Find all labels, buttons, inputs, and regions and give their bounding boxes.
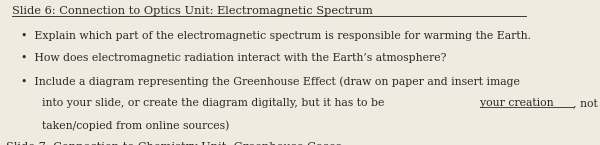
Text: •  Explain which part of the electromagnetic spectrum is responsible for warming: • Explain which part of the electromagne… bbox=[21, 31, 531, 41]
Text: into your slide, or create the diagram digitally, but it has to be: into your slide, or create the diagram d… bbox=[43, 98, 388, 108]
Text: , not: , not bbox=[573, 98, 598, 108]
Text: your creation: your creation bbox=[480, 98, 553, 108]
Text: •  Include a diagram representing the Greenhouse Effect (draw on paper and inser: • Include a diagram representing the Gre… bbox=[21, 76, 520, 87]
Text: taken/copied from online sources): taken/copied from online sources) bbox=[43, 120, 230, 131]
Text: •  How does electromagnetic radiation interact with the Earth’s atmosphere?: • How does electromagnetic radiation int… bbox=[21, 53, 446, 63]
Text: Slide 7: Connection to Chemistry Unit: Greenhouse Gases: Slide 7: Connection to Chemistry Unit: G… bbox=[6, 142, 341, 145]
Text: Slide 6: Connection to Optics Unit: Electromagnetic Spectrum: Slide 6: Connection to Optics Unit: Elec… bbox=[12, 6, 373, 16]
